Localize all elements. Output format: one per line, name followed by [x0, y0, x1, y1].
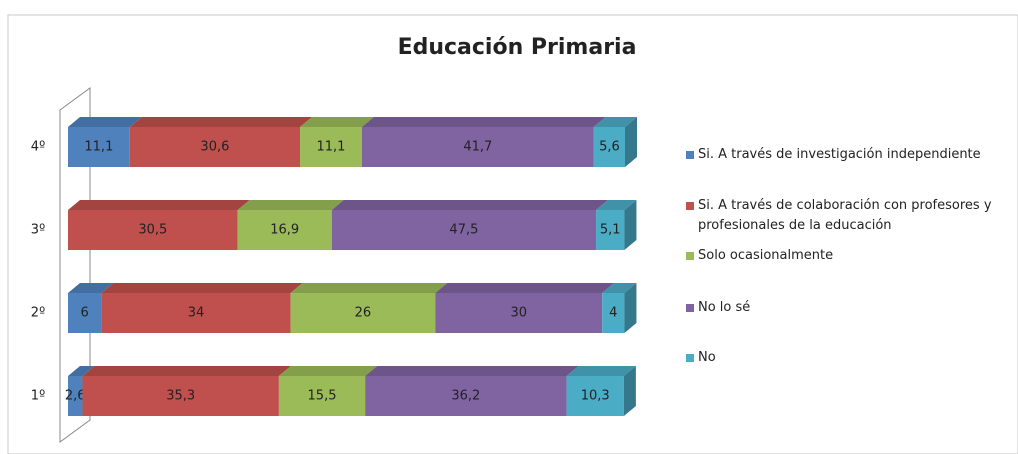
bar-front	[331, 210, 597, 250]
value-label: 5,6	[599, 140, 620, 155]
bar-top	[290, 283, 448, 293]
bar-top	[331, 200, 609, 210]
bar-segment	[596, 200, 637, 250]
back-wall	[59, 87, 91, 443]
legend-swatch	[686, 252, 694, 260]
bar-segment	[68, 200, 250, 250]
y-tick-label: 4º	[31, 140, 45, 155]
legend-swatch	[686, 202, 694, 210]
value-label: 5,1	[600, 223, 621, 238]
bar-top	[365, 366, 579, 376]
bar-top	[101, 283, 303, 293]
value-label: 16,9	[270, 223, 299, 238]
y-tick-label: 2º	[31, 306, 45, 321]
legend-swatch	[686, 151, 694, 159]
legend-label: No	[698, 350, 716, 365]
bar-front	[68, 293, 102, 333]
value-label: 11,1	[316, 140, 345, 155]
bar-segment	[68, 283, 114, 333]
bar-side	[624, 283, 637, 333]
bar-front	[300, 127, 362, 167]
bar-front	[593, 127, 625, 167]
bar-segment	[566, 366, 636, 416]
bar-top	[68, 117, 142, 127]
value-label: 10,3	[581, 389, 610, 404]
bar-segment	[278, 366, 378, 416]
bar-front	[602, 293, 625, 333]
bar-segment	[129, 117, 313, 167]
value-label: 30,6	[200, 140, 229, 155]
bar-front	[82, 376, 279, 416]
y-tick-label: 3º	[31, 223, 45, 238]
legend-swatch	[686, 354, 694, 362]
legend-label: No lo sé	[698, 300, 751, 315]
value-label: 11,1	[84, 140, 113, 155]
value-label: 41,7	[463, 140, 492, 155]
bar-top	[68, 200, 250, 210]
bar-front	[68, 210, 238, 250]
legend-label: Si. A través de colaboración con profeso…	[698, 198, 992, 233]
y-tick-label: 1º	[31, 389, 45, 404]
bar-segment	[331, 200, 609, 250]
bar-top	[566, 366, 636, 376]
bar-segment	[82, 366, 291, 416]
bar-front	[566, 376, 624, 416]
bar-segment	[361, 117, 606, 167]
bar-top	[68, 366, 95, 376]
bar-top	[602, 283, 637, 293]
bar-segment	[602, 283, 637, 333]
value-label: 35,3	[166, 389, 195, 404]
bar-front	[68, 376, 83, 416]
bar-segment	[237, 200, 344, 250]
value-label: 36,2	[451, 389, 480, 404]
chart-title: Educación Primaria	[398, 35, 637, 60]
bar-segment	[365, 366, 579, 416]
bar-front	[101, 293, 291, 333]
bar-top	[129, 117, 313, 127]
value-label: 6	[81, 306, 89, 321]
bar-segment	[68, 117, 142, 167]
bar-front	[596, 210, 625, 250]
value-label: 47,5	[449, 223, 478, 238]
bar-segment	[290, 283, 448, 333]
bar-front	[68, 127, 130, 167]
bar-top	[82, 366, 291, 376]
bar-segment	[593, 117, 637, 167]
value-label: 2,6	[65, 389, 86, 404]
bar-top	[68, 283, 114, 293]
bar-side	[624, 200, 637, 250]
bar-front	[365, 376, 567, 416]
bar-side	[625, 117, 637, 167]
bar-side	[623, 366, 636, 416]
bar-top	[300, 117, 374, 127]
bar-segment	[435, 283, 615, 333]
value-label: 30	[510, 306, 527, 321]
legend-label: Solo ocasionalmente	[698, 248, 834, 263]
bar-top	[361, 117, 606, 127]
bar-front	[237, 210, 332, 250]
bar-top	[435, 283, 615, 293]
bar-front	[361, 127, 594, 167]
value-label: 4	[609, 306, 617, 321]
value-label: 30,5	[138, 223, 167, 238]
bar-top	[596, 200, 637, 210]
bar-front	[129, 127, 301, 167]
legend-swatch	[686, 304, 694, 312]
bar-top	[278, 366, 378, 376]
bar-segment	[68, 366, 95, 416]
legend-label: Si. A través de investigación independie…	[698, 147, 981, 162]
bar-front	[435, 293, 603, 333]
bar-top	[593, 117, 637, 127]
bar-front	[278, 376, 366, 416]
bar-top	[237, 200, 344, 210]
value-label: 26	[355, 306, 372, 321]
value-label: 34	[188, 306, 205, 321]
value-label: 15,5	[308, 389, 337, 404]
bar-segment	[101, 283, 303, 333]
bar-segment	[300, 117, 374, 167]
bar-front	[290, 293, 436, 333]
